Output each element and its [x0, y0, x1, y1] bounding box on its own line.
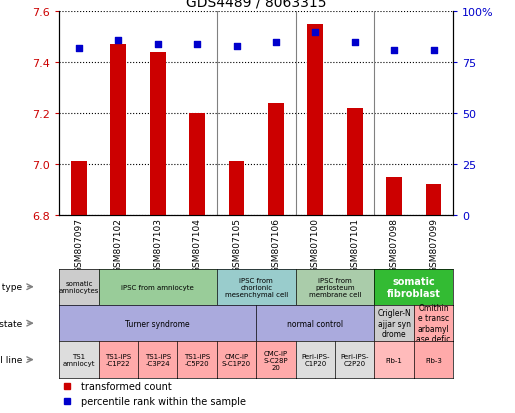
Text: normal control: normal control [287, 319, 344, 328]
Point [351, 40, 359, 46]
Text: TS1-iPS
-C3P24: TS1-iPS -C3P24 [145, 353, 171, 366]
Bar [347, 109, 363, 215]
Bar [150, 53, 166, 215]
Bar [425, 185, 441, 215]
Text: iPSC from
periosteum
membrane cell: iPSC from periosteum membrane cell [309, 277, 361, 297]
Text: somatic
amniocytes: somatic amniocytes [59, 280, 99, 294]
Text: percentile rank within the sample: percentile rank within the sample [81, 396, 246, 406]
Bar [229, 162, 245, 215]
Text: iPSC from
chorionic
mesenchymal cell: iPSC from chorionic mesenchymal cell [225, 277, 288, 297]
Text: cell type: cell type [0, 282, 23, 292]
Text: disease state: disease state [0, 319, 23, 328]
Text: Turner syndrome: Turner syndrome [126, 319, 190, 328]
Text: Peri-iPS-
C1P20: Peri-iPS- C1P20 [301, 353, 330, 366]
Point [232, 43, 241, 50]
Text: cell line: cell line [0, 355, 23, 364]
Point [114, 38, 123, 44]
Bar [110, 45, 126, 215]
Text: Peri-iPS-
C2P20: Peri-iPS- C2P20 [340, 353, 369, 366]
Point [311, 29, 319, 36]
Point [390, 47, 398, 54]
Text: CMC-iP
S-C1P20: CMC-iP S-C1P20 [222, 353, 251, 366]
Point [193, 42, 201, 48]
Point [430, 47, 438, 54]
Text: Fib-3: Fib-3 [425, 357, 442, 363]
Bar [268, 104, 284, 215]
Bar [189, 114, 205, 215]
Text: CMC-iP
S-C28P
20: CMC-iP S-C28P 20 [264, 350, 288, 370]
Text: Fib-1: Fib-1 [386, 357, 403, 363]
Title: GDS4489 / 8063315: GDS4489 / 8063315 [186, 0, 327, 10]
Text: TS1
amniocyt: TS1 amniocyt [63, 353, 95, 366]
Bar [71, 162, 87, 215]
Text: Crigler-N
ajjar syn
drome: Crigler-N ajjar syn drome [377, 309, 411, 338]
Text: somatic
fibroblast: somatic fibroblast [387, 276, 441, 298]
Text: Omithin
e transc
arbamyl
ase defic: Omithin e transc arbamyl ase defic [416, 303, 451, 344]
Point [75, 45, 83, 52]
Bar [307, 25, 323, 215]
Text: transformed count: transformed count [81, 381, 171, 391]
Point [272, 40, 280, 46]
Text: TS1-iPS
-C5P20: TS1-iPS -C5P20 [184, 353, 210, 366]
Point [153, 42, 162, 48]
Bar [386, 177, 402, 215]
Text: iPSC from amniocyte: iPSC from amniocyte [122, 284, 194, 290]
Text: TS1-iPS
-C1P22: TS1-iPS -C1P22 [105, 353, 131, 366]
